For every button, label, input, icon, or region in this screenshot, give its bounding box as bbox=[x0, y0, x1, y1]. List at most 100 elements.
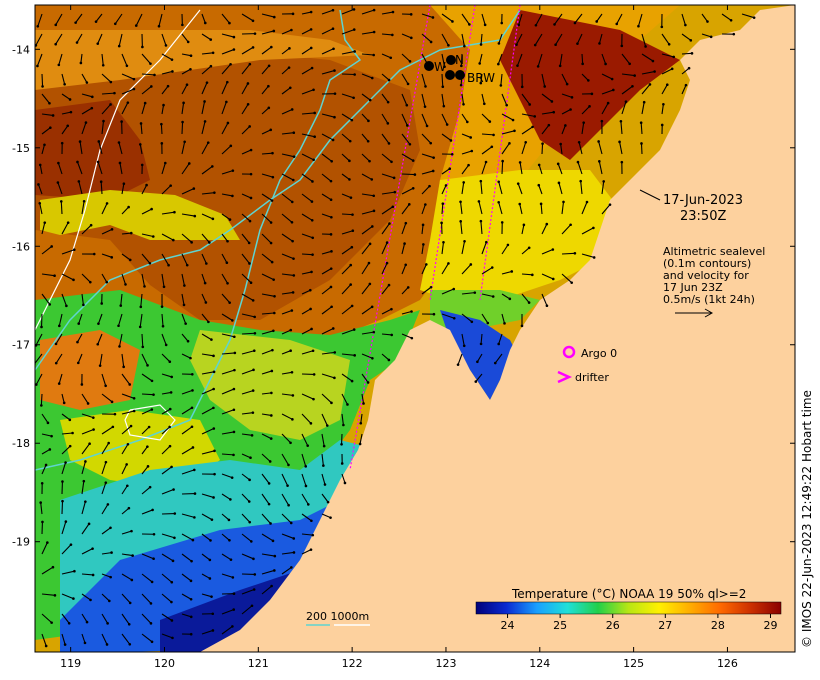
velocity-arrow bbox=[341, 153, 350, 162]
velocity-arrowhead bbox=[92, 428, 95, 431]
velocity-arrowhead bbox=[127, 205, 130, 209]
velocity-arrow bbox=[114, 13, 123, 25]
velocity-arrowhead bbox=[272, 278, 275, 281]
velocity-arrowhead bbox=[287, 503, 290, 507]
velocity-arrowhead bbox=[170, 600, 173, 604]
velocity-arrow bbox=[540, 203, 543, 215]
velocity-arrow bbox=[101, 426, 114, 435]
velocity-arrowhead bbox=[139, 122, 143, 125]
velocity-arrow bbox=[181, 426, 193, 435]
velocity-arrow bbox=[681, 84, 687, 95]
velocity-arrowhead bbox=[117, 324, 120, 328]
velocity-arrow bbox=[201, 165, 213, 175]
velocity-arrow bbox=[401, 93, 408, 106]
velocity-arrowhead bbox=[470, 149, 474, 153]
velocity-arrowhead bbox=[69, 110, 73, 114]
velocity-arrow bbox=[441, 53, 446, 67]
velocity-arrowhead bbox=[233, 351, 237, 355]
velocity-arrow bbox=[640, 143, 643, 155]
velocity-arrow bbox=[101, 121, 105, 135]
velocity-arrowhead bbox=[651, 59, 655, 63]
velocity-arrow bbox=[581, 201, 588, 215]
velocity-arrowhead bbox=[149, 62, 152, 65]
velocity-arrowhead bbox=[292, 257, 295, 260]
velocity-arrowhead bbox=[76, 160, 79, 164]
velocity-arrow bbox=[61, 445, 71, 455]
velocity-arrow bbox=[321, 113, 335, 118]
velocity-arrow bbox=[101, 92, 115, 95]
velocity-arrow bbox=[241, 273, 252, 284]
velocity-arrowhead bbox=[290, 566, 293, 569]
velocity-arrowhead bbox=[550, 100, 554, 103]
velocity-arrow bbox=[79, 141, 83, 155]
velocity-arrowhead bbox=[531, 125, 534, 129]
velocity-arrow bbox=[61, 521, 67, 535]
velocity-arrow bbox=[401, 203, 410, 215]
velocity-arrow bbox=[661, 104, 664, 115]
velocity-arrow bbox=[281, 153, 295, 158]
altimetry-line-4: 17 Jun 23Z bbox=[663, 281, 723, 294]
velocity-arrowhead bbox=[50, 245, 53, 248]
velocity-arrowhead bbox=[190, 241, 193, 244]
velocity-arrow bbox=[241, 149, 252, 155]
velocity-arrowhead bbox=[442, 240, 445, 244]
velocity-arrowhead bbox=[343, 481, 347, 485]
velocity-arrowhead bbox=[497, 200, 500, 204]
sst-field bbox=[35, 5, 680, 652]
velocity-arrow bbox=[55, 353, 63, 364]
velocity-arrowhead bbox=[248, 478, 251, 482]
velocity-arrowhead bbox=[340, 442, 343, 446]
velocity-arrowhead bbox=[149, 602, 153, 605]
velocity-arrowhead bbox=[557, 181, 561, 185]
velocity-arrowhead bbox=[53, 594, 57, 597]
velocity-arrow bbox=[61, 273, 74, 281]
velocity-arrow bbox=[421, 113, 428, 127]
velocity-arrow bbox=[381, 353, 390, 361]
velocity-arrowhead bbox=[503, 322, 506, 325]
velocity-arrowhead bbox=[463, 240, 466, 243]
velocity-arrowhead bbox=[404, 221, 408, 225]
altimeter-track-2 bbox=[429, 5, 476, 301]
velocity-arrow bbox=[81, 201, 85, 215]
velocity-arrowhead bbox=[157, 24, 161, 28]
velocity-arrow bbox=[441, 33, 449, 46]
velocity-arrowhead bbox=[329, 267, 333, 270]
velocity-arrow bbox=[61, 249, 75, 255]
velocity-arrow bbox=[561, 273, 573, 284]
velocity-arrowhead bbox=[585, 200, 589, 204]
velocity-arrow bbox=[481, 93, 485, 104]
velocity-arrowhead bbox=[371, 225, 374, 228]
velocity-arrow bbox=[461, 33, 465, 47]
velocity-arrowhead bbox=[665, 83, 669, 87]
velocity-arrow bbox=[37, 13, 43, 27]
x-tick-label: 122 bbox=[342, 657, 363, 670]
velocity-arrow bbox=[281, 371, 293, 375]
velocity-arrowhead bbox=[462, 102, 465, 106]
velocity-arrowhead bbox=[497, 42, 501, 45]
velocity-arrowhead bbox=[230, 476, 234, 479]
velocity-arrowhead bbox=[109, 526, 112, 530]
velocity-arrow bbox=[81, 633, 86, 644]
land-mainland bbox=[200, 5, 795, 652]
velocity-arrow bbox=[181, 188, 195, 195]
velocity-arrow bbox=[480, 221, 483, 235]
velocity-arrowhead bbox=[565, 82, 569, 86]
velocity-arrowhead bbox=[169, 184, 172, 187]
velocity-arrow bbox=[81, 393, 89, 404]
velocity-arrow bbox=[381, 73, 390, 81]
velocity-arrow bbox=[321, 250, 332, 255]
velocity-arrow bbox=[476, 353, 483, 363]
sst-ne-darkred bbox=[500, 10, 680, 160]
velocity-arrow bbox=[61, 462, 67, 475]
velocity-arrowhead bbox=[232, 48, 236, 51]
velocity-arrow bbox=[301, 213, 313, 221]
velocity-arrowhead bbox=[350, 304, 354, 308]
velocity-arrowhead bbox=[424, 85, 427, 88]
velocity-arrow bbox=[141, 73, 155, 76]
velocity-arrowhead bbox=[366, 139, 370, 143]
velocity-arrowhead bbox=[134, 24, 138, 27]
velocity-arrow bbox=[121, 373, 131, 385]
velocity-arrowhead bbox=[97, 140, 101, 143]
velocity-arrow bbox=[221, 63, 231, 75]
velocity-arrowhead bbox=[113, 412, 117, 416]
